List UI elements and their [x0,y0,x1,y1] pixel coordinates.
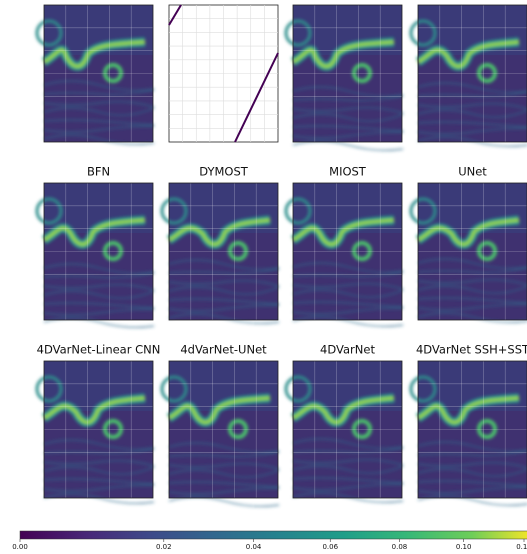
panel-title: DYMOST [199,165,249,179]
figure: BFN DYMOST MIOST UNet 4DVarNet-Linear CNN 4dV… [0,0,527,554]
panel: UNet [411,165,527,323]
panel-shade [169,233,278,320]
panel-title: 4DVarNet SSH+SST [416,343,527,357]
panel-title: UNet [458,165,487,179]
panel: 4DVarNet [286,343,403,503]
panel: 4DVarNet SSH+SST [411,343,527,506]
panel: 4DVarNet-Linear CNN [37,343,161,504]
panel-title: 4dVarNet-UNet [180,343,267,357]
panel: DYMOST [162,165,279,324]
colorbar-bar [20,531,527,539]
colorbar-tick-label: 0.04 [246,543,262,551]
panel-shade [418,233,527,320]
panel: MIOST [286,165,403,327]
colorbar-tick-label: 0.12 [516,543,527,551]
colorbar-tick-label: 0.08 [392,543,408,551]
colorbar: 0.00 0.02 0.04 0.06 0.08 0.10 0.12 [12,531,527,551]
panels: BFN DYMOST MIOST UNet 4DVarNet-Linear CNN 4dV… [37,5,527,506]
panel [37,5,154,144]
panel [286,5,403,150]
panel [169,5,278,142]
panel: 4dVarNet-UNet [162,343,279,507]
panel-title: BFN [87,165,110,179]
colorbar-tick-label: 0.10 [456,543,472,551]
colorbar-tick-label: 0.02 [156,543,172,551]
panel: BFN [37,165,154,328]
colorbar-tick-label: 0.00 [12,543,28,551]
panel-title: 4DVarNet [320,343,375,357]
panel-title: MIOST [329,165,367,179]
panel-shade [44,55,153,142]
panel-title: 4DVarNet-Linear CNN [37,343,161,357]
colorbar-tick-label: 0.06 [322,543,338,551]
panel [411,5,527,146]
